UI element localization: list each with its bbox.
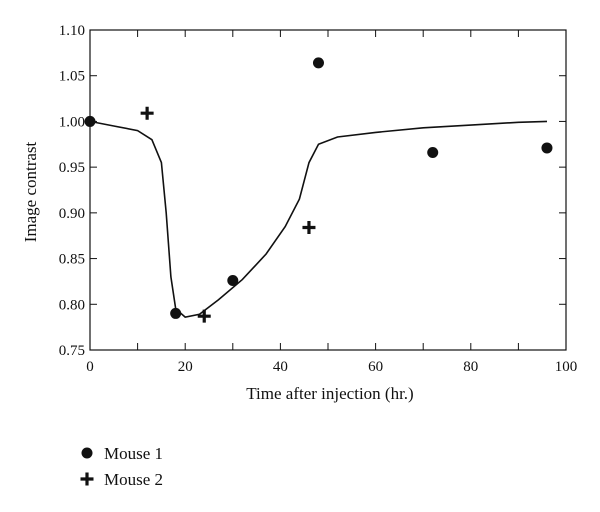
- y-tick-label: 0.95: [59, 160, 85, 176]
- y-tick-label: 0.90: [59, 206, 85, 222]
- x-tick-label: 100: [555, 359, 578, 375]
- mouse-2-point: [140, 106, 154, 120]
- mouse-1-point: [227, 275, 239, 287]
- legend-label: Mouse 2: [104, 470, 163, 489]
- y-tick-label: 0.80: [59, 297, 85, 313]
- legend: Mouse 1 Mouse 2: [80, 444, 163, 489]
- y-tick-label: 0.85: [59, 252, 85, 268]
- x-tick-label: 0: [86, 359, 94, 375]
- x-tick-label: 60: [368, 359, 383, 375]
- y-axis-label: Image contrast: [21, 141, 40, 242]
- x-axis-label: Time after injection (hr.): [246, 384, 413, 403]
- y-tick-label: 1.10: [59, 23, 85, 39]
- x-tick-label: 40: [273, 359, 288, 375]
- mouse-2-point: [197, 309, 211, 323]
- plot-frame: [89, 29, 567, 351]
- y-tick-label: 1.00: [59, 114, 85, 130]
- x-tick-label: 20: [178, 359, 193, 375]
- mouse-1-point: [427, 147, 439, 159]
- mouse-1-point: [312, 57, 324, 69]
- mouse-1-point: [170, 307, 182, 319]
- x-tick-label: 80: [463, 359, 478, 375]
- axes: 0 20 40 60 80 100 0.75 0.80 0.85 0.90 0.95 1.00 1.05…: [59, 23, 578, 375]
- legend-label: Mouse 1: [104, 444, 163, 463]
- mouse-2-point: [302, 220, 316, 234]
- plot-area: [84, 57, 553, 323]
- y-tick-label: 0.75: [59, 343, 85, 359]
- mouse-1-point: [541, 142, 553, 154]
- legend-marker-circle: [81, 447, 93, 459]
- fit-curve: [89, 120, 548, 318]
- legend-marker-plus: [80, 472, 94, 486]
- y-tick-label: 1.05: [59, 69, 85, 85]
